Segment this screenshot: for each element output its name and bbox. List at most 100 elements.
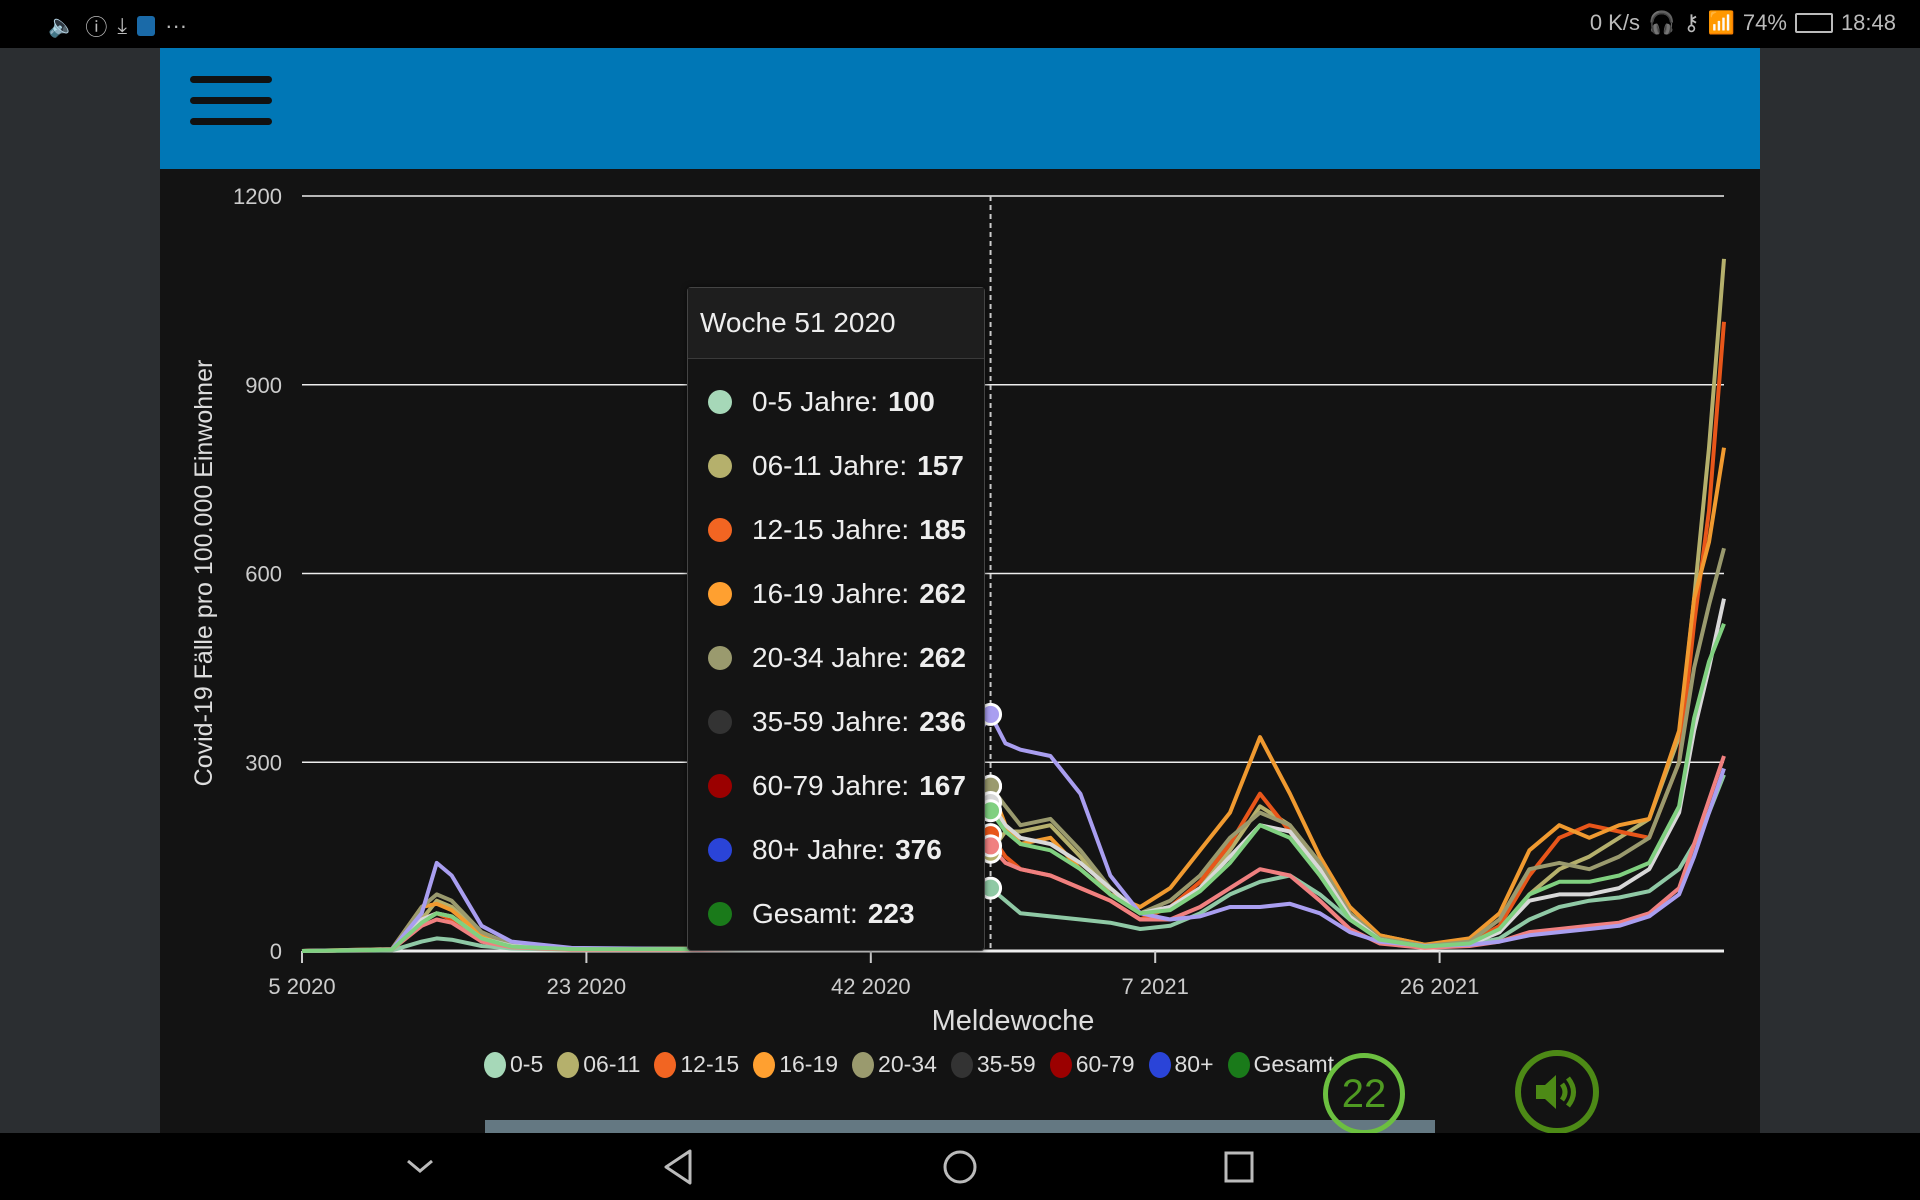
legend-swatch-icon (484, 1051, 506, 1078)
legend-label: Gesamt (1253, 1051, 1335, 1077)
tooltip-row-label: 20-34 Jahre: (752, 642, 910, 673)
series-line-06-11[interactable] (301, 258, 1726, 953)
series-line-gesamt[interactable] (301, 623, 1726, 953)
tooltip-row-value: 167 (919, 770, 966, 801)
series-dot-icon (708, 582, 732, 606)
y-tick-label: 300 (245, 750, 282, 775)
series-line-16-19[interactable] (301, 447, 1726, 953)
key-icon: ⚷ (1683, 10, 1700, 35)
volume-icon: 🔈 (48, 13, 76, 38)
y-tick-label: 600 (245, 562, 282, 587)
battery-percent: 74% (1742, 10, 1787, 35)
tooltip-title: Woche 51 2020 (688, 288, 984, 359)
tooltip-row: 20-34 Jahre: 262 (708, 642, 966, 674)
y-axis-title: Covid-19 Fälle pro 100.000 Einwohner (190, 360, 218, 787)
speaker-button[interactable] (1515, 1050, 1599, 1134)
x-tick-label: 7 2021 (1122, 974, 1189, 999)
series-line-12-15[interactable] (301, 321, 1726, 953)
legend-item-0-5[interactable]: 0-5 (484, 1051, 543, 1078)
speaker-icon (1536, 1075, 1576, 1109)
series-line-80+[interactable] (301, 712, 1726, 953)
legend-label: 0-5 (510, 1051, 544, 1077)
x-axis-title: Meldewoche (932, 1005, 1095, 1037)
tooltip-row-value: 376 (895, 834, 942, 865)
chevron-down-icon (407, 1159, 433, 1173)
legend-swatch-icon (557, 1051, 580, 1078)
x-tick-label: 5 2020 (268, 974, 335, 999)
info-icon: ⓘ (85, 15, 108, 40)
legend-swatch-icon (1227, 1051, 1250, 1078)
tooltip-row-value: 100 (888, 386, 935, 417)
series-dot-icon (708, 774, 732, 798)
tooltip-row: 16-19 Jahre: 262 (708, 578, 966, 610)
tooltip-row-label: Gesamt: (752, 898, 858, 929)
series-dot-icon (708, 838, 732, 862)
legend-item-35-59[interactable]: 35-59 (950, 1051, 1036, 1078)
tooltip-row-value: 157 (917, 450, 964, 481)
tooltip-row-value: 223 (867, 898, 915, 929)
navigation-bar (0, 1133, 1920, 1200)
hide-nav-button[interactable] (398, 1145, 442, 1189)
tooltip-row-label: 60-79 Jahre: (752, 770, 910, 801)
legend-item-80+[interactable]: 80+ (1148, 1051, 1214, 1078)
legend-swatch-icon (753, 1051, 776, 1078)
legend-label: 80+ (1174, 1051, 1214, 1077)
x-tick-label: 26 2021 (1400, 974, 1480, 999)
tooltip-row: 06-11 Jahre: 157 (708, 450, 964, 482)
tooltip-row-label: 16-19 Jahre: (752, 578, 910, 609)
series-dot-icon (708, 710, 732, 734)
tooltip-row-label: 0-5 Jahre: (752, 386, 879, 417)
legend-label: 16-19 (779, 1051, 839, 1077)
legend-item-gesamt[interactable]: Gesamt (1227, 1051, 1335, 1078)
tooltip-row-label: 35-59 Jahre: (752, 706, 910, 737)
legend-swatch-icon (1049, 1051, 1072, 1078)
legend-swatch-icon (950, 1051, 973, 1078)
tooltip-row-value: 262 (919, 642, 966, 673)
legend-swatch-icon (1148, 1051, 1171, 1078)
net-speed: 0 K/s (1589, 10, 1640, 35)
recents-icon (1224, 1151, 1254, 1183)
download-icon: ⤓ (117, 13, 128, 38)
home-icon (943, 1150, 977, 1184)
legend-item-12-15[interactable]: 12-15 (654, 1051, 739, 1078)
battery-icon (1794, 13, 1833, 33)
wifi-icon: 📶 (1707, 10, 1735, 35)
tooltip-row: 12-15 Jahre: 185 (708, 514, 966, 546)
legend-item-20-34[interactable]: 20-34 (852, 1051, 937, 1078)
home-button[interactable] (938, 1145, 982, 1189)
y-tick-label: 900 (245, 373, 282, 398)
legend-item-16-19[interactable]: 16-19 (753, 1051, 838, 1078)
shield-icon (137, 16, 156, 36)
notification-badge[interactable]: 22 (1323, 1053, 1405, 1135)
legend-item-60-79[interactable]: 60-79 (1049, 1051, 1135, 1078)
series-dot-icon (708, 902, 732, 926)
horizontal-scrollbar[interactable] (485, 1120, 1435, 1133)
legend-label: 12-15 (680, 1051, 740, 1077)
back-button[interactable] (658, 1145, 702, 1189)
tooltip-row-value: 262 (919, 578, 966, 609)
x-tick-label: 23 2020 (547, 974, 627, 999)
series-dot-icon (708, 646, 732, 670)
clock: 18:48 (1840, 10, 1896, 35)
status-bar: 🔈 ⓘ ⤓ ··· 0 K/s 🎧 ⚷ 📶 74% 18:48 (0, 0, 1920, 48)
legend-item-06-11[interactable]: 06-11 (557, 1051, 640, 1078)
tooltip-row: 60-79 Jahre: 167 (708, 770, 966, 802)
recents-button[interactable] (1217, 1145, 1261, 1189)
tooltip-row-label: 80+ Jahre: (752, 834, 886, 865)
legend-label: 06-11 (583, 1051, 641, 1077)
tooltip-row-label: 12-15 Jahre: (752, 514, 910, 545)
tooltip-row-value: 236 (919, 706, 966, 737)
tooltip-row-value: 185 (919, 514, 966, 545)
chart-legend: 0-5 06-11 12-15 16-19 20-34 35-59 60-79 80+ Gesa… (484, 1051, 1348, 1078)
legend-swatch-icon (654, 1051, 677, 1078)
hamburger-menu-button[interactable] (190, 76, 272, 128)
tooltip-row: 80+ Jahre: 376 (708, 834, 942, 866)
legend-label: 60-79 (1075, 1051, 1135, 1077)
tooltip-row: Gesamt: 223 (708, 898, 915, 930)
hover-tooltip: Woche 51 2020 0-5 Jahre: 100 06-11 Jahre: 1… (687, 287, 985, 951)
legend-label: 35-59 (976, 1051, 1036, 1077)
series-dot-icon (708, 518, 732, 542)
legend-swatch-icon (852, 1051, 875, 1078)
more-icon: ··· (165, 13, 188, 38)
